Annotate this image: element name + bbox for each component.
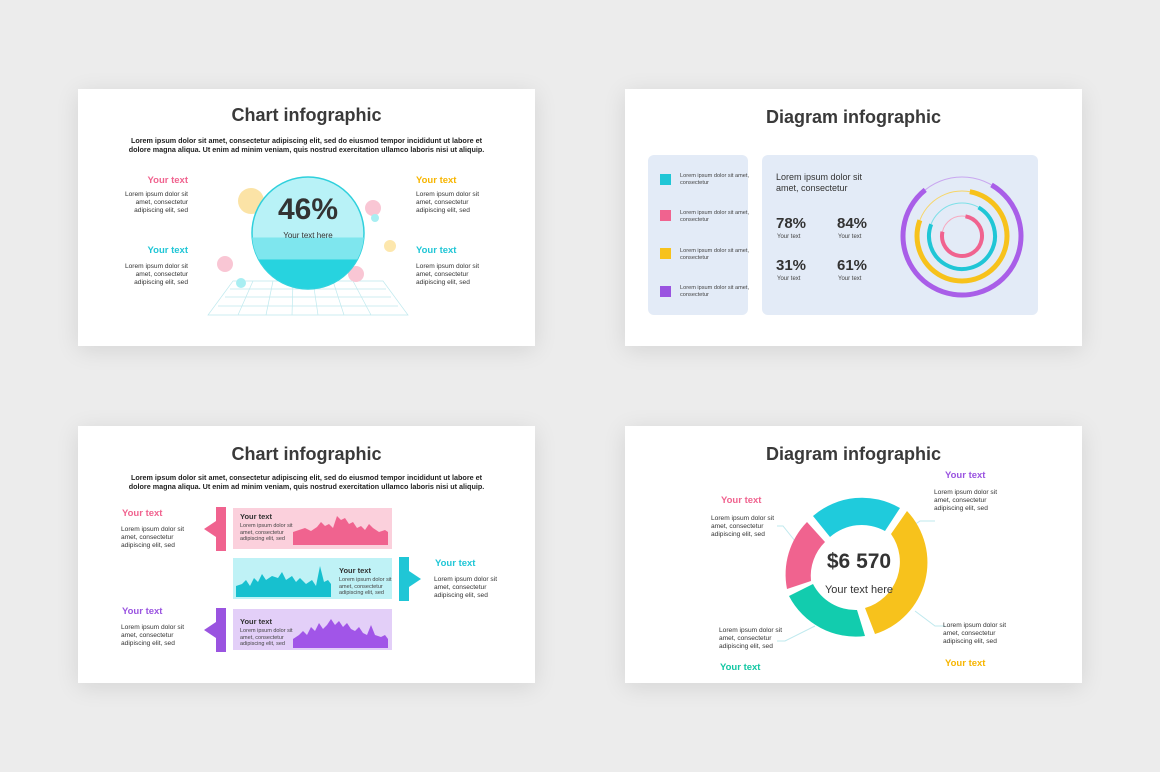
donut-amount: $6 570 <box>826 550 892 573</box>
text-top-left: Lorem ipsum dolor sit amet, consectetur … <box>711 515 775 538</box>
slide-title: Diagram infographic <box>765 107 942 127</box>
grid-floor <box>207 280 409 316</box>
legend-swatch-teal <box>660 174 671 185</box>
slide-chart-infographic-2: Chart infographic Lorem ipsum dolor sit … <box>78 426 535 683</box>
stats-heading: Lorem ipsum dolor sit amet, consectetur <box>776 172 863 193</box>
bubble-yellow-right <box>384 240 396 252</box>
text-bottom-right: Lorem ipsum dolor sit amet, consectetur … <box>416 263 480 286</box>
donut-segment-teal <box>813 497 900 537</box>
row-label: Your text <box>122 606 163 617</box>
slide-diagram-infographic-1: Diagram infographic Lorem ipsum dolor si… <box>625 89 1082 346</box>
slide-title: Chart infographic <box>231 105 382 125</box>
row-text: Lorem ipsum dolor sit amet, consectetur … <box>121 526 185 549</box>
bubble-pink-left <box>217 256 233 272</box>
label-bottom-right: Your text <box>945 658 986 669</box>
label-bottom-left: Your text <box>720 662 761 673</box>
legend-text: Lorem ipsum dolor sit amet, consectetur <box>680 210 750 223</box>
stat-value: 84% <box>837 215 868 232</box>
legend-swatch-yellow <box>660 248 671 259</box>
ring-yellow-arc <box>914 188 1010 284</box>
area-chart-pink <box>293 516 388 545</box>
band-title: Your text <box>240 512 272 521</box>
legend-swatch-pink <box>660 210 671 221</box>
stat-label: Your text <box>777 276 801 282</box>
stat-value: 31% <box>776 257 807 274</box>
donut-diagram <box>777 497 945 642</box>
stat-label: Your text <box>838 276 862 282</box>
stat-label: Your text <box>777 234 801 240</box>
donut-segment-green <box>789 584 865 637</box>
label-top-left: Your text <box>147 175 188 186</box>
band-text: Lorem ipsum dolor sit amet, consectetur … <box>339 577 392 597</box>
slide-description: Lorem ipsum dolor sit amet, consectetur … <box>128 136 485 154</box>
row-text: Lorem ipsum dolor sit amet, consectetur … <box>121 624 185 647</box>
slide-title: Chart infographic <box>231 444 382 464</box>
percent-caption: Your text here <box>283 231 333 240</box>
label-bottom-left: Your text <box>147 245 188 256</box>
label-top-right: Your text <box>945 470 986 481</box>
donut-segment-yellow <box>865 511 928 634</box>
legend-text: Lorem ipsum dolor sit amet, consectetur <box>680 285 750 298</box>
text-top-right: Lorem ipsum dolor sit amet, consectetur … <box>416 191 480 214</box>
label-top-right: Your text <box>416 175 457 186</box>
bubble-pink-bottom <box>348 266 364 282</box>
donut-caption: Your text here <box>824 584 894 596</box>
ring-purple-arc <box>900 174 1024 298</box>
pointer-teal <box>399 557 421 601</box>
area-chart-purple <box>293 619 388 648</box>
slide-title: Diagram infographic <box>765 444 942 464</box>
band-text: Lorem ipsum dolor sit amet, consectetur … <box>240 628 293 648</box>
pointer-pink <box>204 507 226 551</box>
band-title: Your text <box>339 566 371 575</box>
legend-text: Lorem ipsum dolor sit amet, consectetur <box>680 248 750 261</box>
slide-diagram-infographic-2: Diagram infographic $6 570 Your text her… <box>625 426 1082 683</box>
donut-segment-pink <box>785 522 825 589</box>
bubble-pink-right <box>365 200 381 216</box>
text-bottom-left: Lorem ipsum dolor sit amet, consectetur … <box>719 627 783 650</box>
concentric-ring-chart <box>900 174 1024 298</box>
text-bottom-left: Lorem ipsum dolor sit amet, consectetur … <box>124 263 188 286</box>
text-top-left: Lorem ipsum dolor sit amet, consectetur … <box>124 191 188 214</box>
stat-value: 61% <box>837 257 868 274</box>
label-bottom-right: Your text <box>416 245 457 256</box>
slide-description: Lorem ipsum dolor sit amet, consectetur … <box>128 473 485 491</box>
percent-gauge-graphic <box>207 176 409 316</box>
row-label: Your text <box>122 508 163 519</box>
band-text: Lorem ipsum dolor sit amet, consectetur … <box>240 523 293 543</box>
band-title: Your text <box>240 617 272 626</box>
ring-teal-arc <box>927 200 997 271</box>
text-bottom-right: Lorem ipsum dolor sit amet, consectetur … <box>943 622 1007 645</box>
row-label: Your text <box>435 558 476 569</box>
legend-text: Lorem ipsum dolor sit amet, consectetur <box>680 173 750 186</box>
slide-chart-infographic-1: Chart infographic Lorem ipsum dolor sit … <box>78 89 535 346</box>
stat-label: Your text <box>838 234 862 240</box>
legend-swatch-purple <box>660 286 671 297</box>
stat-value: 78% <box>776 215 807 232</box>
pointer-purple <box>204 608 226 652</box>
percent-value: 46% <box>277 193 339 226</box>
bubble-teal-small <box>236 278 246 288</box>
label-top-left: Your text <box>721 495 762 506</box>
text-top-right: Lorem ipsum dolor sit amet, consectetur … <box>934 489 998 512</box>
row-text: Lorem ipsum dolor sit amet, consectetur … <box>434 576 498 599</box>
area-chart-teal <box>236 566 331 597</box>
ring-pink-arc <box>940 214 984 258</box>
bubble-teal-right <box>371 214 379 222</box>
